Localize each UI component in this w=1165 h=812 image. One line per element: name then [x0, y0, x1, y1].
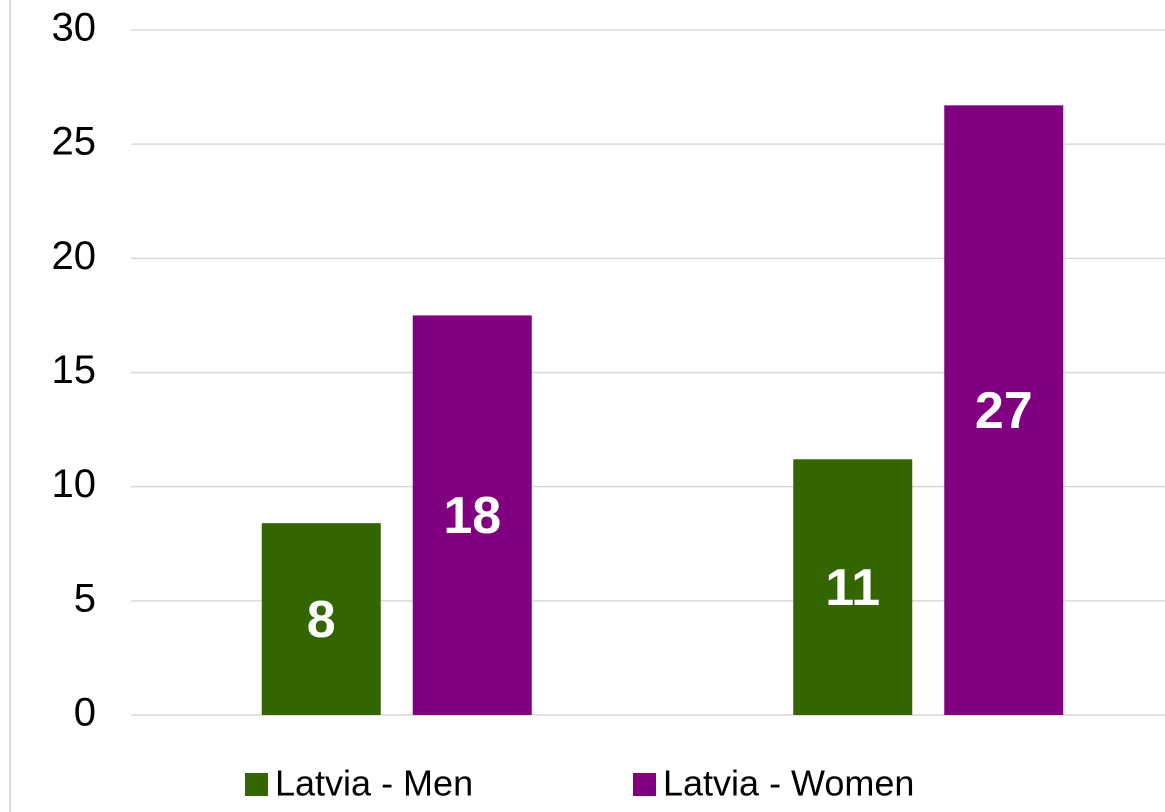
legend-swatch: [633, 773, 656, 796]
legend-label: Latvia - Women: [663, 763, 914, 804]
legend-swatch: [245, 773, 268, 796]
data-label: 27: [975, 382, 1033, 440]
data-label: 8: [307, 591, 336, 649]
data-label: 18: [443, 487, 501, 545]
legend-label: Latvia - Men: [275, 763, 473, 804]
y-tick-label: 15: [52, 348, 97, 392]
y-tick-label: 30: [52, 6, 97, 50]
y-tick-label: 0: [74, 691, 96, 735]
data-label: 11: [825, 559, 880, 617]
y-tick-label: 25: [52, 120, 97, 164]
y-tick-label: 5: [74, 576, 96, 620]
bar: [944, 105, 1064, 716]
y-tick-label: 20: [52, 234, 97, 278]
bar: [412, 315, 532, 715]
y-tick-label: 10: [52, 462, 97, 506]
bar: [793, 459, 913, 715]
bar: [261, 523, 381, 715]
